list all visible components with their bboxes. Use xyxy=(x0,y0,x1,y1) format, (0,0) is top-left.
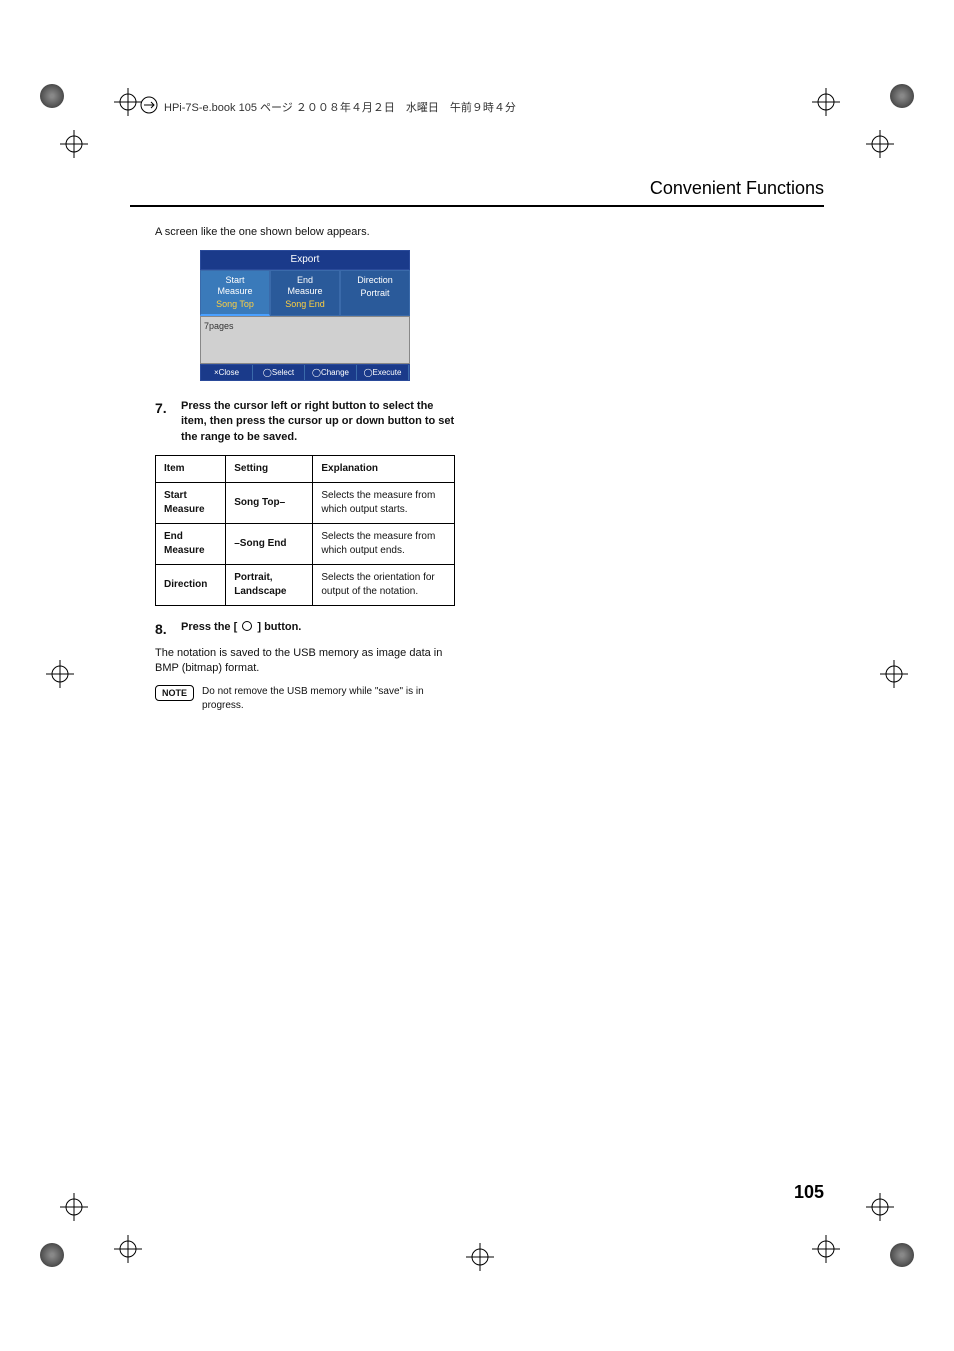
intro-text: A screen like the one shown below appear… xyxy=(155,225,455,240)
table-row: Direction Portrait, Landscape Selects th… xyxy=(156,565,455,606)
circle-button-icon xyxy=(242,621,252,631)
cell-explanation: Selects the measure from which output st… xyxy=(313,483,455,524)
registration-mark-icon xyxy=(812,88,840,116)
step8-before: Press the [ xyxy=(181,621,240,633)
footer-change: ◯Change xyxy=(305,365,357,380)
screen-tab-start: StartMeasure Song Top xyxy=(200,270,270,315)
tab-label: EndMeasure xyxy=(287,275,322,296)
tab-value: Song Top xyxy=(203,299,267,310)
page-header: Convenient Functions xyxy=(130,178,824,207)
footer-execute: ◯Execute xyxy=(357,365,409,380)
cell-item: End Measure xyxy=(156,524,226,565)
screen-tab-end: EndMeasure Song End xyxy=(270,270,340,315)
screen-footer: ×Close ◯Select ◯Change ◯Execute xyxy=(200,364,410,381)
footer-close: ×Close xyxy=(201,365,253,380)
step8-after: ] button. xyxy=(254,621,301,633)
step-text: Press the [ ] button. xyxy=(181,620,301,640)
arrow-icon xyxy=(140,96,158,117)
cell-setting: Portrait, Landscape xyxy=(226,565,313,606)
settings-table: Item Setting Explanation Start Measure S… xyxy=(155,455,455,606)
step-number: 8. xyxy=(155,620,173,640)
registration-mark-icon xyxy=(812,1235,840,1263)
registration-mark-icon xyxy=(60,1193,88,1221)
screen-body: 7pages xyxy=(200,316,410,364)
col-item: Item xyxy=(156,456,226,483)
corner-decoration xyxy=(890,1243,914,1267)
screen-tab-direction: Direction Portrait xyxy=(340,270,410,315)
corner-decoration xyxy=(890,84,914,108)
page-title: Convenient Functions xyxy=(650,178,824,198)
tab-label: StartMeasure xyxy=(217,275,252,296)
document-meta-text: HPi-7S-e.book 105 ページ ２００８年４月２日 水曜日 午前９時… xyxy=(164,99,516,115)
step-text: Press the cursor left or right button to… xyxy=(181,399,455,445)
note-text: Do not remove the USB memory while "save… xyxy=(202,685,455,713)
step-7: 7. Press the cursor left or right button… xyxy=(155,399,455,445)
col-setting: Setting xyxy=(226,456,313,483)
registration-mark-icon xyxy=(114,1235,142,1263)
tab-value: Portrait xyxy=(343,288,407,299)
cell-explanation: Selects the orientation for output of th… xyxy=(313,565,455,606)
screen-mockup: Export StartMeasure Song Top EndMeasure … xyxy=(200,250,410,381)
after-step8-text: The notation is saved to the USB memory … xyxy=(155,646,455,677)
registration-mark-icon xyxy=(466,1243,494,1271)
step-number: 7. xyxy=(155,399,173,445)
main-content: A screen like the one shown below appear… xyxy=(155,225,455,713)
screen-title: Export xyxy=(200,250,410,270)
col-explanation: Explanation xyxy=(313,456,455,483)
tab-value: Song End xyxy=(273,299,337,310)
cell-item: Start Measure xyxy=(156,483,226,524)
registration-mark-icon xyxy=(866,1193,894,1221)
cell-setting: –Song End xyxy=(226,524,313,565)
cell-item: Direction xyxy=(156,565,226,606)
footer-select: ◯Select xyxy=(253,365,305,380)
registration-mark-icon xyxy=(60,130,88,158)
step-8: 8. Press the [ ] button. xyxy=(155,620,455,640)
page-number: 105 xyxy=(794,1182,824,1203)
screen-tabs: StartMeasure Song Top EndMeasure Song En… xyxy=(200,270,410,315)
document-meta: HPi-7S-e.book 105 ページ ２００８年４月２日 水曜日 午前９時… xyxy=(140,96,516,117)
corner-decoration xyxy=(40,1243,64,1267)
registration-mark-icon xyxy=(114,88,142,116)
registration-mark-icon xyxy=(46,660,74,688)
table-row: End Measure –Song End Selects the measur… xyxy=(156,524,455,565)
corner-decoration xyxy=(40,84,64,108)
tab-label: Direction xyxy=(357,275,393,285)
note-badge: NOTE xyxy=(155,685,194,702)
table-row: Start Measure Song Top– Selects the meas… xyxy=(156,483,455,524)
registration-mark-icon xyxy=(880,660,908,688)
note-row: NOTE Do not remove the USB memory while … xyxy=(155,685,455,713)
registration-mark-icon xyxy=(866,130,894,158)
cell-setting: Song Top– xyxy=(226,483,313,524)
cell-explanation: Selects the measure from which output en… xyxy=(313,524,455,565)
